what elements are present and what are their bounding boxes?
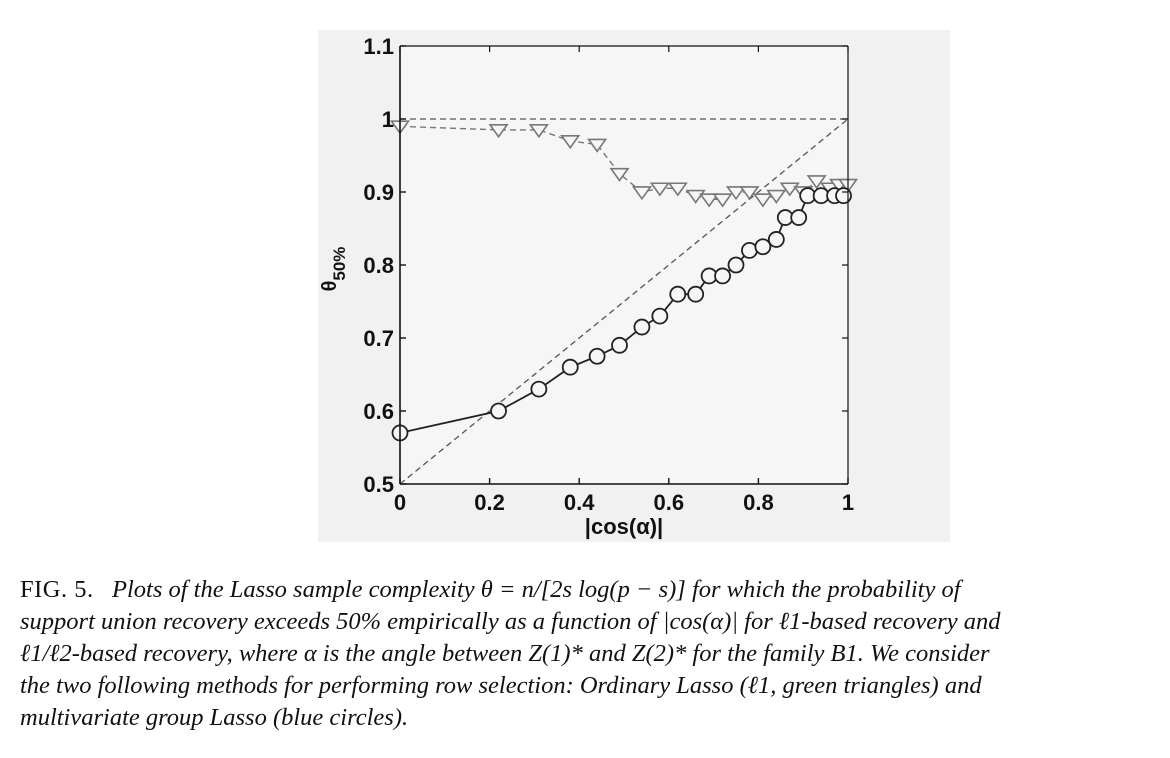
series-1-point [530,380,548,398]
y-tick-label: 0.6 [363,399,394,424]
figure-panel: 0.5 0.6 0.7 0.8 0.9 1 1.1 0 0.2 0.4 0.6 0.8 1 |cos(α)… [318,30,950,542]
series-0-point [587,138,608,153]
y-tick-label: 0.8 [363,253,394,278]
series-1-point [490,402,507,420]
x-tick-label: 0 [394,490,406,515]
series-0-point [631,186,652,201]
y-axis-label-tilde: ~ [318,276,324,285]
series-0-point [699,193,720,208]
series-0-point [739,186,760,201]
y-tick-label: 1 [382,107,394,132]
series-0-point [560,135,581,150]
series-0-point [766,189,787,204]
series-1-point [611,336,628,354]
caption-line-2: support union recovery exceeds 50% empir… [20,608,1001,635]
y-axis-label-text: θ50% [319,247,349,292]
series-0-point [667,182,688,197]
series-1-point [588,347,606,365]
series-1-point [754,238,772,256]
y-tick-label: 0.7 [363,326,394,351]
caption-line-1: FIG. 5. Plots of the Lasso sample comple… [20,574,1160,606]
series-1-point [651,307,669,325]
series-0-point [488,124,509,139]
caption-text-1: Plots of the Lasso sample complexity θ =… [111,576,961,603]
series-1-point [835,187,852,205]
series-0-point [712,193,733,208]
x-axis-label: |cos(α)| [585,514,663,539]
chart: 0.5 0.6 0.7 0.8 0.9 1 1.1 0 0.2 0.4 0.6 0.8 1 |cos(α)… [318,30,950,542]
y-tick-label: 0.5 [363,472,394,497]
series-1-point [669,285,687,303]
x-tick-label: 0.4 [564,490,595,515]
y-axis-label: θ50%~ [318,247,349,292]
figure-label: FIG. 5. [20,576,94,603]
reference-diagonal [399,118,849,485]
series-1-point [561,358,579,376]
caption-line-4: the two following methods for performing… [20,672,982,699]
y-tick-label: 1.1 [363,34,394,59]
figure-caption: FIG. 5. Plots of the Lasso sample comple… [20,574,1160,734]
caption-line-3: ℓ1/ℓ2-based recovery, where α is the ang… [20,640,990,667]
series-0-point [806,175,827,190]
series-1-point [714,267,731,285]
series-0-point [609,167,630,182]
series-0-point [752,193,773,208]
x-tick-label: 1 [842,490,854,515]
series-1-point [790,209,808,226]
x-tick-label: 0.2 [474,490,505,515]
y-tick-label: 0.9 [363,180,394,205]
series-1-point [767,231,785,248]
series-0-point [528,124,549,139]
x-tick-label: 0.8 [743,490,774,515]
series-1-point [687,285,705,303]
caption-line-5: multivariate group Lasso (blue circles). [20,704,409,731]
x-tick-label: 0.6 [654,490,685,515]
series-0-point [649,182,670,197]
series-1-point [727,256,745,274]
series-0-point [725,186,747,201]
series-1-point [633,318,651,336]
